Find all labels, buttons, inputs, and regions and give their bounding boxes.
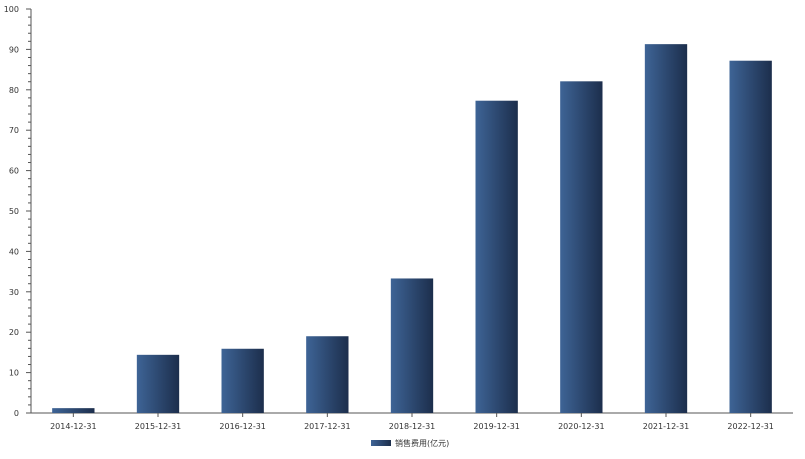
bars [52,44,772,413]
x-tick-label: 2020-12-31 [558,422,605,431]
bar-2022-12-31 [729,60,772,413]
x-tick-label: 2016-12-31 [219,422,266,431]
x-tick-label: 2018-12-31 [389,422,436,431]
y-tick-label: 10 [9,369,19,378]
y-tick-label: 30 [9,288,19,297]
x-tick-label: 2019-12-31 [473,422,520,431]
y-tick-label: 90 [9,45,19,54]
legend-swatch [371,440,391,446]
x-tick-label: 2022-12-31 [727,422,774,431]
bar-2016-12-31 [221,348,264,413]
y-tick-label: 0 [14,409,19,418]
y-tick-label: 70 [9,126,19,135]
bar-2020-12-31 [560,81,603,413]
x-tick-label: 2017-12-31 [304,422,351,431]
bar-2019-12-31 [475,100,518,413]
y-tick-label: 20 [9,328,19,337]
y-axis: 0 10 20 30 40 50 60 70 80 90 100 [4,5,32,418]
x-tick-label: 2015-12-31 [135,422,182,431]
legend: 销售费用(亿元) [371,438,449,448]
x-tick-label: 2014-12-31 [50,422,97,431]
bar-2018-12-31 [390,278,434,413]
bar-2014-12-31 [52,408,95,413]
legend-label: 销售费用(亿元) [395,438,449,448]
y-tick-label: 80 [9,86,19,95]
y-tick-label: 100 [4,5,19,14]
y-tick-label: 50 [9,207,19,216]
bar-2017-12-31 [306,336,349,413]
x-axis: 2014-12-31 2015-12-31 2016-12-31 2017-12-31… [31,412,793,431]
bar-2021-12-31 [644,44,688,413]
x-tick-label: 2021-12-31 [643,422,690,431]
y-tick-label: 40 [9,247,19,256]
bar-2015-12-31 [136,354,180,413]
y-tick-label: 60 [9,167,19,176]
